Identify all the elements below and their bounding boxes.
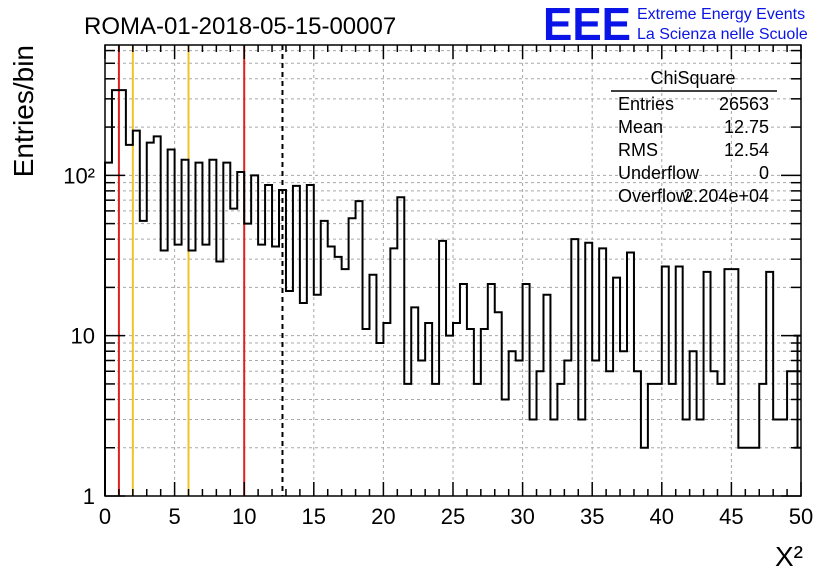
y-tick-label: 1 [83, 484, 95, 509]
stats-value-overflow: 2.204e+04 [683, 186, 769, 206]
stats-label-mean: Mean [618, 117, 663, 137]
stats-label-underflow: Underflow [618, 163, 700, 183]
x-tick-label: 20 [371, 504, 395, 529]
y-axis-label: Entries/bin [8, 45, 39, 177]
x-tick-label: 5 [168, 504, 180, 529]
eee-logo: EEE Extreme Energy Events La Scienza nel… [543, 0, 808, 50]
x-tick-label: 45 [719, 504, 743, 529]
y-tick-label: 10 [71, 324, 95, 349]
stats-label-rms: RMS [618, 140, 658, 160]
stats-value-underflow: 0 [759, 163, 769, 183]
x-tick-label: 50 [789, 504, 813, 529]
y-tick-label: 10² [63, 163, 95, 188]
stats-value-entries: 26563 [719, 94, 769, 114]
stats-title: ChiSquare [650, 68, 735, 88]
eee-logo-line1: Extreme Energy Events [637, 6, 805, 23]
stats-value-mean: 12.75 [724, 117, 769, 137]
chart-title: ROMA-01-2018-05-15-00007 [84, 13, 396, 40]
grid-lines [105, 45, 801, 496]
x-tick-label: 0 [99, 504, 111, 529]
stats-box: ChiSquare Entries 26563 Mean 12.75 RMS 1… [611, 68, 777, 206]
x-tick-label: 15 [302, 504, 326, 529]
stats-value-rms: 12.54 [724, 140, 769, 160]
stats-label-overflow: Overflow [618, 186, 690, 206]
eee-logo-mark: EEE [543, 0, 631, 50]
histogram-series [104, 89, 801, 496]
axis-tick-labels: 0 5 10 15 20 25 30 35 40 45 50 1 10 10² [63, 163, 813, 529]
x-tick-label: 40 [650, 504, 674, 529]
x-axis-label: X² [775, 541, 803, 572]
marker-lines [117, 45, 284, 496]
x-tick-label: 35 [580, 504, 604, 529]
x-tick-label: 10 [232, 504, 256, 529]
x-tick-label: 25 [441, 504, 465, 529]
eee-logo-line2: La Scienza nelle Scuole [637, 26, 808, 43]
x-tick-label: 30 [510, 504, 534, 529]
axis-ticks [104, 45, 802, 497]
stats-label-entries: Entries [618, 94, 674, 114]
